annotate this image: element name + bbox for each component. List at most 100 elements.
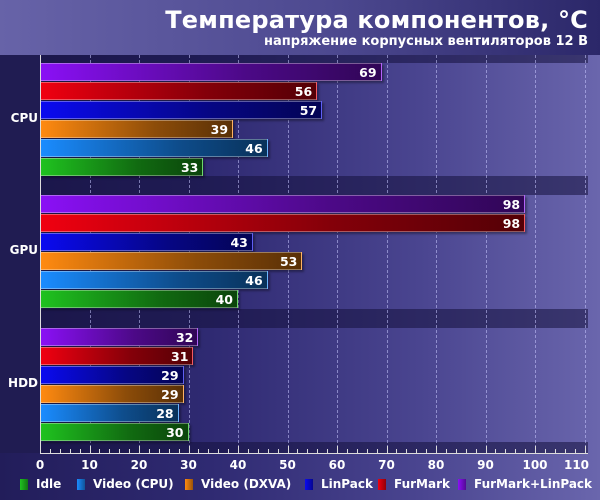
x-tick-label: 80 [427,458,445,472]
plot-area: 69 56 57 39 46 33 98 98 43 53 46 40 32 31 29 29 28 30 [40,55,588,453]
x-tick [544,449,546,453]
chart-subtitle: напряжение корпусных вентиляторов 12 В [264,34,588,49]
category-label-hdd: HDD [8,375,38,390]
x-tick [564,449,566,453]
x-tick [109,449,111,453]
legend-label: FurMark+LinPack [474,477,593,491]
x-tick [535,446,536,453]
bar-cpu-video-dxva-: 39 [40,119,234,138]
x-tick [287,446,289,453]
x-tick [376,449,378,453]
x-tick [505,449,507,453]
bar-value-label: 31 [171,348,189,364]
legend-swatch-icon [305,478,313,490]
bar-gpu-furmark: 98 [40,213,526,232]
legend-label: Video (CPU) [93,477,174,491]
x-tick [158,449,160,453]
x-tick [119,449,121,453]
bar-cpu-idle: 33 [40,157,204,176]
x-tick [208,449,210,453]
x-tick [337,446,338,453]
x-tick-label: 0 [35,458,45,472]
bar-gpu-video-dxva-: 53 [40,251,303,270]
x-tick-label: 70 [378,458,395,472]
legend-item-idle: Idle [20,477,61,491]
bar-gpu-video-cpu-: 46 [40,270,268,289]
x-tick [584,446,586,453]
bar-value-label: 29 [161,367,179,383]
bar-gpu-linpack: 43 [40,232,253,251]
x-tick-label: 30 [180,458,197,472]
x-tick [416,449,418,453]
bar-value-label: 69 [359,65,377,80]
x-tick [267,449,269,453]
x-tick [79,449,81,453]
gridline [485,55,487,453]
legend-item-video-cpu-: Video (CPU) [77,477,174,491]
x-tick [426,449,428,453]
bar-hdd-video-cpu-: 28 [40,403,179,422]
x-tick [247,449,249,453]
x-tick [218,449,220,453]
x-tick [129,449,131,453]
bar-hdd-furmark: 31 [40,346,194,365]
legend: Idle Video (CPU) Video (DXVA) LinPack FurMar… [0,477,600,493]
gridline [337,55,338,453]
x-tick [346,449,348,453]
legend-swatch-icon [458,478,466,490]
x-tick [327,449,329,453]
x-tick [307,449,309,453]
x-tick [525,449,527,453]
x-tick [406,449,408,453]
legend-item-furmark-linpack: FurMark+LinPack [458,477,592,491]
x-tick [455,449,457,453]
bar-hdd-video-dxva-: 29 [40,384,184,403]
gridline [584,55,586,453]
category-label-strip [0,55,40,453]
bar-value-label: 32 [175,330,194,345]
chart-title: Температура компонентов, °C [165,6,588,34]
x-tick [396,449,398,453]
bar-value-label: 98 [502,215,521,231]
legend-label: LinPack [321,477,373,491]
x-tick-label: 100 [522,458,548,472]
group-gap-band [40,442,588,453]
legend-label: Video (DXVA) [201,477,292,491]
x-tick [69,449,71,453]
legend-item-furmark: FurMark [378,477,450,491]
bar-cpu-linpack: 57 [40,100,323,119]
x-tick-label: 110 [563,458,590,472]
x-tick [178,449,180,453]
x-tick [99,449,101,453]
x-tick [297,449,299,453]
bar-cpu-furmark: 56 [40,81,318,100]
legend-item-linpack: LinPack [305,477,373,491]
bar-gpu-furmark-linpack: 98 [40,195,526,213]
x-tick [148,449,150,453]
chart-header: Температура компонентов, °C напряжение к… [0,0,600,55]
bar-cpu-furmark-linpack: 69 [40,63,382,81]
y-axis-line [40,55,41,453]
x-tick [49,449,51,453]
x-tick [257,449,259,453]
bar-value-label: 98 [502,197,521,212]
x-tick [139,446,140,453]
legend-label: Idle [36,477,62,491]
x-tick [495,449,497,453]
bar-hdd-furmark-linpack: 32 [40,328,199,346]
bar-value-label: 57 [299,102,318,118]
gridline [386,55,388,453]
category-label-cpu: CPU [10,110,38,125]
bar-value-label: 29 [161,386,179,402]
group-gap-band [40,55,588,63]
gridline [535,55,536,453]
group-gap-band [40,176,588,195]
x-tick-label: 90 [477,458,494,472]
bar-value-label: 39 [210,121,229,137]
x-tick [188,446,190,453]
x-tick [89,446,91,453]
bar-value-label: 43 [230,234,248,250]
legend-swatch-icon [378,478,386,490]
x-tick [168,449,170,453]
legend-swatch-icon [20,478,28,490]
